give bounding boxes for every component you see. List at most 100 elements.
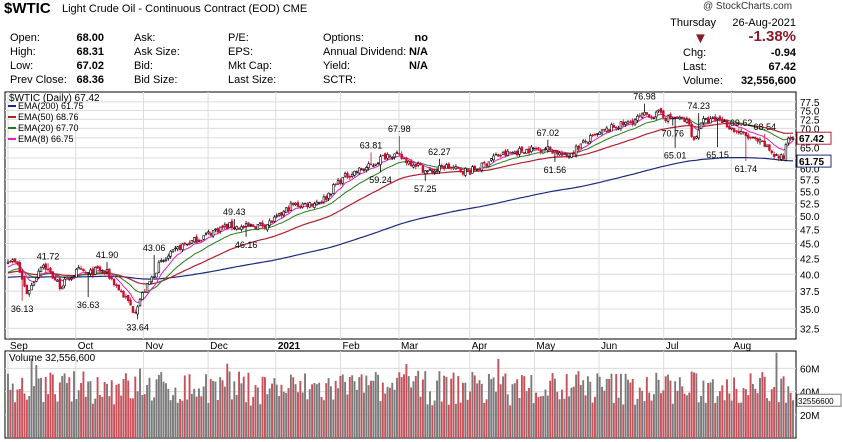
last-value: 67.42 [768, 61, 796, 73]
volume-bar [207, 402, 210, 438]
candle-body [600, 129, 604, 134]
candle-body [372, 165, 375, 167]
volume-bar [190, 393, 193, 438]
volume-bar [358, 377, 361, 438]
volume-bar [63, 373, 66, 438]
candle-body [211, 230, 215, 237]
candle-body [454, 166, 458, 170]
volume-bar [789, 392, 792, 438]
volume-bar [355, 389, 358, 438]
price-y-axis: 32.5 35.0 37.5 40.0 42.5 45.0 47.5 50.0 52.555.0… [796, 98, 832, 335]
volume-bar [214, 381, 217, 438]
candle-body [445, 164, 448, 169]
candle-body [506, 150, 509, 156]
volume-bar [271, 383, 273, 438]
candle-body [584, 140, 587, 143]
volume-bar [723, 400, 726, 438]
volume-bar [205, 374, 207, 438]
volume-value: 32,556,600 [740, 75, 796, 87]
volume-bar [134, 376, 137, 438]
volume-bar [424, 371, 427, 438]
price-tick-label: 35.0 [800, 305, 820, 316]
volume-bar [75, 399, 78, 438]
candle-body [690, 124, 693, 137]
volume-bar [683, 393, 686, 438]
volume-bar [509, 405, 512, 438]
volume-bar [230, 399, 233, 438]
volume-bar [367, 385, 370, 438]
volume-bar [516, 379, 519, 438]
ask-label: Ask: [134, 32, 156, 44]
volume-bar [685, 395, 688, 438]
price-extreme-label: 57.25 [414, 184, 437, 194]
volume-bar [579, 384, 582, 438]
candle-body [640, 113, 644, 118]
volume-bar [643, 401, 646, 438]
candle-body [37, 270, 40, 278]
volume-bar [615, 374, 618, 438]
volume-bar [11, 383, 14, 438]
candle-body [605, 127, 608, 132]
candle-body [556, 149, 559, 155]
volume-bar [655, 372, 658, 438]
volume-bar [641, 390, 644, 438]
volume-bar [721, 385, 724, 438]
candle-body [716, 117, 719, 120]
volume-bar [238, 371, 240, 438]
candle-body [79, 268, 83, 270]
candle-body [777, 155, 781, 159]
volume-bar [759, 377, 761, 438]
candle-body [68, 278, 71, 280]
month-label: Sep [10, 341, 28, 352]
price-extreme-label: 49.43 [223, 207, 246, 217]
volume-bar [601, 386, 604, 438]
volume-bar [518, 397, 521, 438]
volume-bar [775, 352, 778, 438]
volume-bar [377, 374, 380, 438]
candle-body [697, 129, 700, 139]
candle-body [409, 160, 413, 167]
volume-bar [381, 382, 384, 438]
volume-bar [565, 374, 568, 438]
candle-body [150, 276, 153, 282]
candle-body [355, 171, 359, 173]
volume-bar [787, 386, 790, 438]
price-panel-title: $WTIC (Daily) 67.42 [9, 93, 100, 104]
volume-bar [221, 380, 224, 438]
volume-bar [61, 376, 64, 438]
candle-body [303, 202, 307, 205]
candle-body [339, 179, 342, 185]
yield-value: N/A [409, 60, 428, 72]
candle-body [511, 152, 514, 154]
price-extreme-label: 36.13 [11, 304, 34, 314]
volume-bar [157, 375, 160, 438]
volume-bar [183, 375, 186, 438]
candle-body [197, 240, 201, 242]
volume-bar [179, 399, 182, 438]
candle-body [435, 170, 439, 172]
volume-bars [7, 352, 794, 438]
volume-bar [275, 384, 278, 438]
volume-bar [268, 388, 271, 438]
volume-bar [525, 391, 528, 438]
prev-close-value: 68.36 [76, 74, 104, 86]
ask-size-label: Ask Size: [134, 46, 180, 58]
volume-bar [777, 402, 780, 438]
volume-bar [320, 396, 323, 438]
stockcharts-credit[interactable]: @ StockCharts.com [703, 1, 793, 12]
candle-body [115, 284, 118, 286]
volume-bar [471, 371, 474, 438]
price-extreme-label: 65.15 [706, 150, 729, 160]
candle-body [508, 152, 512, 154]
volume-bar [226, 363, 229, 438]
volume-bar [73, 371, 75, 438]
volume-bar [252, 396, 255, 438]
candle-body [221, 225, 224, 228]
candle-body [440, 165, 443, 167]
volume-bar [337, 388, 339, 438]
volume-bar [735, 388, 738, 438]
price-extreme-label: 69.62 [730, 118, 753, 128]
volume-bar [150, 400, 153, 438]
volume-bar [749, 373, 752, 438]
